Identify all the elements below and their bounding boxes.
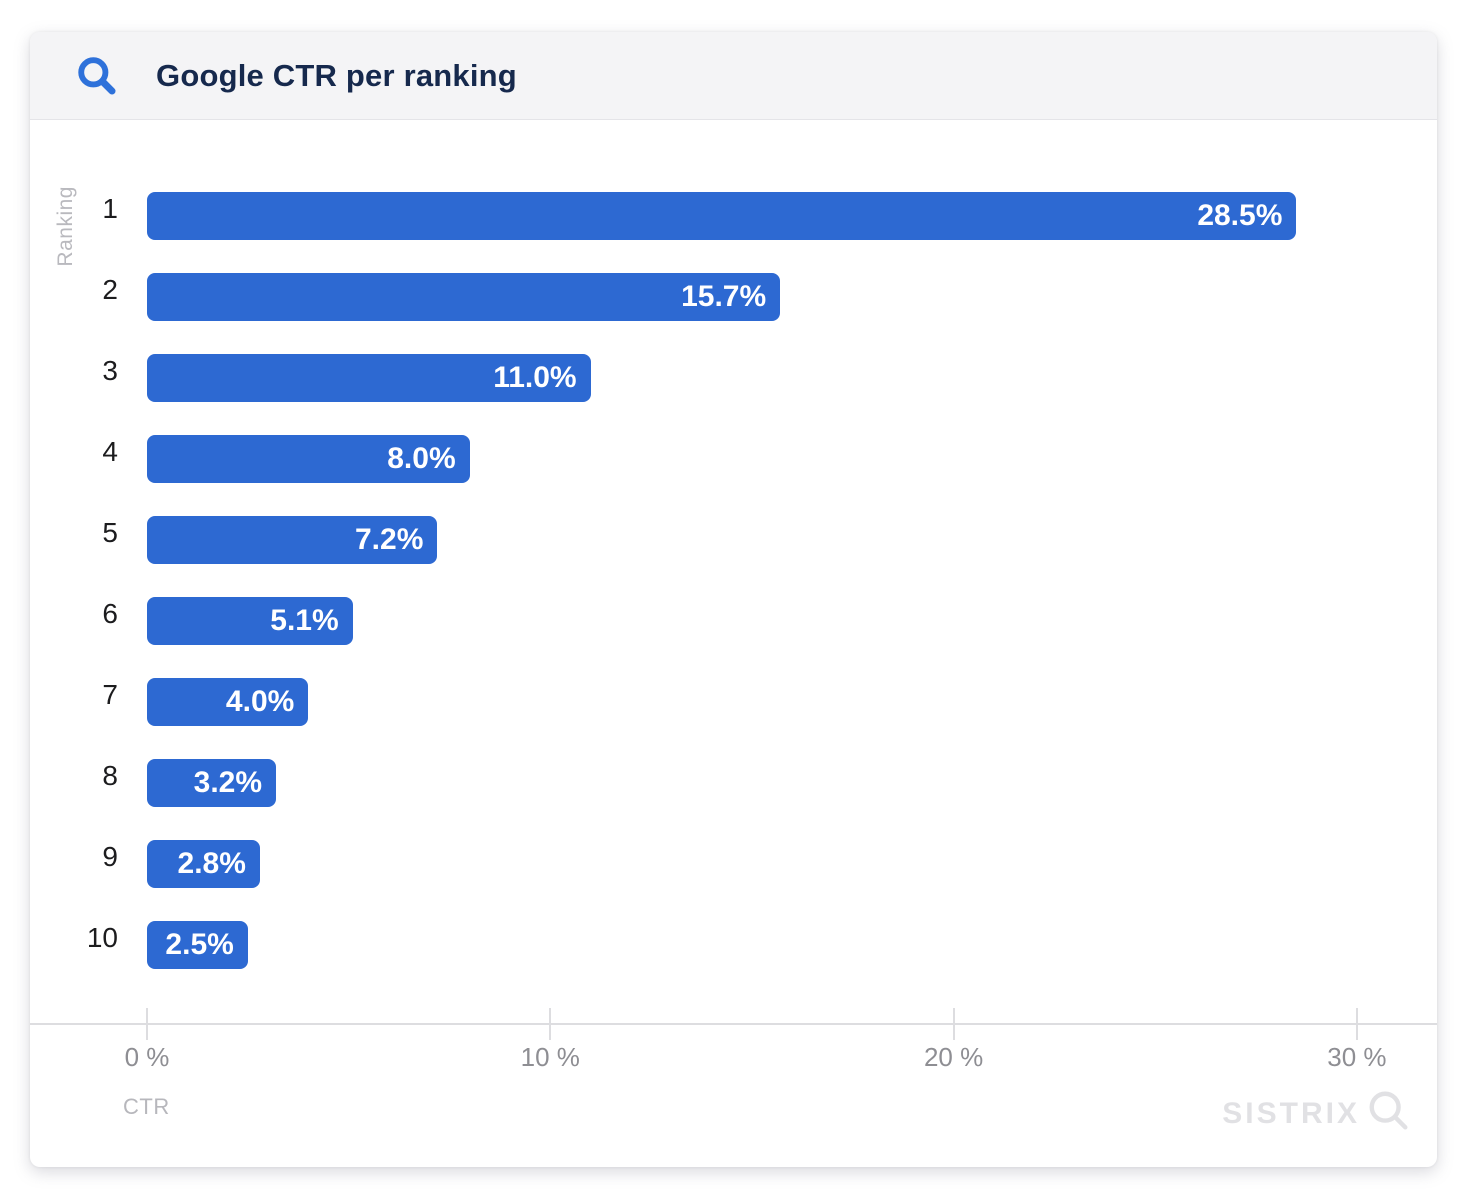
bar-value-label: 7.2% <box>354 523 424 556</box>
bar[interactable]: 28.5% <box>147 192 1297 240</box>
chart-title: Google CTR per ranking <box>156 57 517 93</box>
category-label: 8 <box>102 760 118 791</box>
bar-value-label: 4.0% <box>225 685 295 718</box>
x-axis-title: CTR <box>123 1094 170 1119</box>
x-tick-label: 0 % <box>124 1042 170 1072</box>
bar-row: 9 2.8% <box>30 840 1437 888</box>
x-axis-line <box>30 1023 1437 1025</box>
chart-area: Ranking 1 28.5% 2 15.7% 3 11.0% 4 8.0% 5 7.2% 6 5.1… <box>30 120 1437 1167</box>
bar-row: 10 2.5% <box>30 921 1437 969</box>
category-label: 9 <box>102 841 118 872</box>
watermark-text: SISTRIX <box>1222 1096 1360 1130</box>
bar[interactable]: 7.2% <box>147 516 438 564</box>
bar-row: 7 4.0% <box>30 678 1437 726</box>
bar-row: 3 11.0% <box>30 354 1437 402</box>
category-label: 6 <box>102 598 118 629</box>
x-tick-mark <box>146 1008 148 1040</box>
category-label: 1 <box>102 193 118 224</box>
sistrix-watermark[interactable]: SISTRIX <box>1222 1088 1412 1139</box>
category-label: 4 <box>102 436 118 467</box>
category-label: 5 <box>102 517 118 548</box>
x-tick-mark <box>1355 1008 1358 1040</box>
bar[interactable]: 5.1% <box>147 597 353 645</box>
bar-row: 6 5.1% <box>30 597 1437 645</box>
category-label: 7 <box>102 679 118 710</box>
bar-value-label: 2.8% <box>177 847 246 880</box>
bar[interactable]: 4.0% <box>147 678 309 726</box>
category-label: 3 <box>102 355 118 386</box>
bar-row: 5 7.2% <box>30 516 1437 564</box>
bar-row: 2 15.7% <box>30 273 1437 321</box>
bar-value-label: 15.7% <box>681 280 767 313</box>
bar-row: 8 3.2% <box>30 759 1437 807</box>
category-label: 2 <box>102 274 118 305</box>
bar-value-label: 2.5% <box>165 928 234 961</box>
x-tick-label: 30 % <box>1327 1042 1387 1072</box>
bar-value-label: 3.2% <box>193 766 263 799</box>
x-tick-mark <box>549 1008 552 1040</box>
bar-value-label: 11.0% <box>493 361 577 394</box>
bar-value-label: 5.1% <box>270 604 339 637</box>
category-label: 10 <box>86 922 118 953</box>
search-icon <box>74 53 120 99</box>
bar[interactable]: 2.5% <box>147 921 248 969</box>
bar-row: 4 8.0% <box>30 435 1437 483</box>
bar[interactable]: 2.8% <box>147 840 260 888</box>
bar[interactable]: 15.7% <box>147 273 781 321</box>
magnifier-icon <box>1366 1088 1412 1139</box>
bar-value-label: 8.0% <box>387 442 456 475</box>
chart-card: Google CTR per ranking Ranking 1 28.5% 2 15… <box>30 32 1437 1167</box>
bar[interactable]: 8.0% <box>147 435 470 483</box>
bar-value-label: 28.5% <box>1197 199 1283 232</box>
bar[interactable]: 11.0% <box>147 354 591 402</box>
x-tick-label: 10 % <box>520 1042 580 1072</box>
bar-row: 1 28.5% <box>30 192 1437 240</box>
card-header: Google CTR per ranking <box>30 32 1437 120</box>
x-tick-mark <box>952 1008 955 1040</box>
x-tick-label: 20 % <box>923 1042 984 1072</box>
bar[interactable]: 3.2% <box>147 759 277 807</box>
